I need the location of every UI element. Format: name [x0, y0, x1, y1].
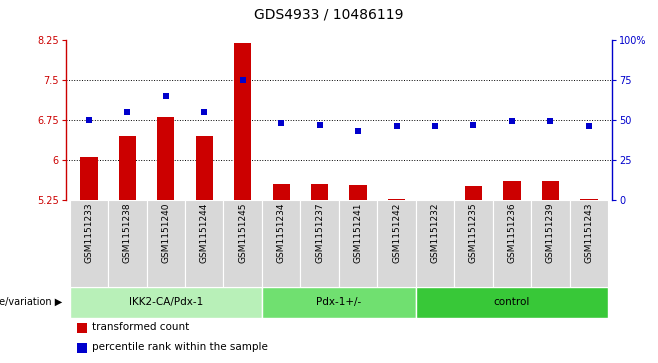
Text: GSM1151240: GSM1151240 [161, 202, 170, 263]
Bar [157, 117, 174, 200]
Text: GSM1151233: GSM1151233 [84, 202, 93, 263]
Bar [147, 200, 185, 287]
Bar [224, 200, 262, 287]
Text: percentile rank within the sample: percentile rank within the sample [92, 342, 268, 352]
Bar [262, 200, 301, 287]
Text: Pdx-1+/-: Pdx-1+/- [316, 297, 361, 307]
Bar [311, 184, 328, 200]
Point [545, 118, 555, 124]
Text: GSM1151243: GSM1151243 [584, 202, 594, 263]
Bar [339, 200, 377, 287]
Bar [262, 287, 416, 318]
Bar [185, 200, 224, 287]
Point [353, 128, 363, 134]
Text: transformed count: transformed count [92, 322, 190, 333]
Bar [542, 181, 559, 200]
Text: GSM1151237: GSM1151237 [315, 202, 324, 263]
Bar [388, 199, 405, 200]
Bar [272, 184, 290, 200]
Bar [454, 200, 493, 287]
Text: GSM1151245: GSM1151245 [238, 202, 247, 263]
Point [238, 77, 248, 83]
Text: GSM1151232: GSM1151232 [430, 202, 440, 263]
Point [430, 123, 440, 129]
Point [84, 117, 94, 123]
Bar [493, 200, 531, 287]
Text: GSM1151239: GSM1151239 [546, 202, 555, 263]
Text: GSM1151235: GSM1151235 [469, 202, 478, 263]
Bar [377, 200, 416, 287]
Bar [70, 287, 262, 318]
Bar [570, 200, 608, 287]
Bar [108, 200, 147, 287]
Point [161, 93, 171, 99]
Point [392, 123, 402, 129]
Bar [503, 181, 520, 200]
Bar [234, 42, 251, 200]
Text: GSM1151244: GSM1151244 [200, 202, 209, 263]
Text: IKK2-CA/Pdx-1: IKK2-CA/Pdx-1 [129, 297, 203, 307]
Text: GSM1151234: GSM1151234 [276, 202, 286, 263]
Bar [465, 186, 482, 200]
Bar [580, 199, 597, 200]
Point [122, 109, 133, 115]
Text: GDS4933 / 10486119: GDS4933 / 10486119 [254, 8, 404, 22]
Bar [195, 136, 213, 200]
Bar [80, 157, 97, 200]
Text: genotype/variation ▶: genotype/variation ▶ [0, 297, 63, 307]
Text: control: control [494, 297, 530, 307]
Point [584, 123, 594, 129]
Bar [77, 323, 87, 333]
Bar [416, 287, 608, 318]
Bar [118, 136, 136, 200]
Point [315, 122, 325, 127]
Bar [70, 200, 108, 287]
Bar [77, 343, 87, 354]
Bar [349, 185, 367, 200]
Bar [426, 200, 443, 201]
Bar [416, 200, 454, 287]
Point [199, 109, 209, 115]
Text: GSM1151242: GSM1151242 [392, 202, 401, 263]
Point [276, 120, 286, 126]
Bar [301, 200, 339, 287]
Point [468, 122, 479, 127]
Text: GSM1151236: GSM1151236 [507, 202, 517, 263]
Point [507, 118, 517, 124]
Text: GSM1151241: GSM1151241 [353, 202, 363, 263]
Text: GSM1151238: GSM1151238 [123, 202, 132, 263]
Bar [531, 200, 570, 287]
